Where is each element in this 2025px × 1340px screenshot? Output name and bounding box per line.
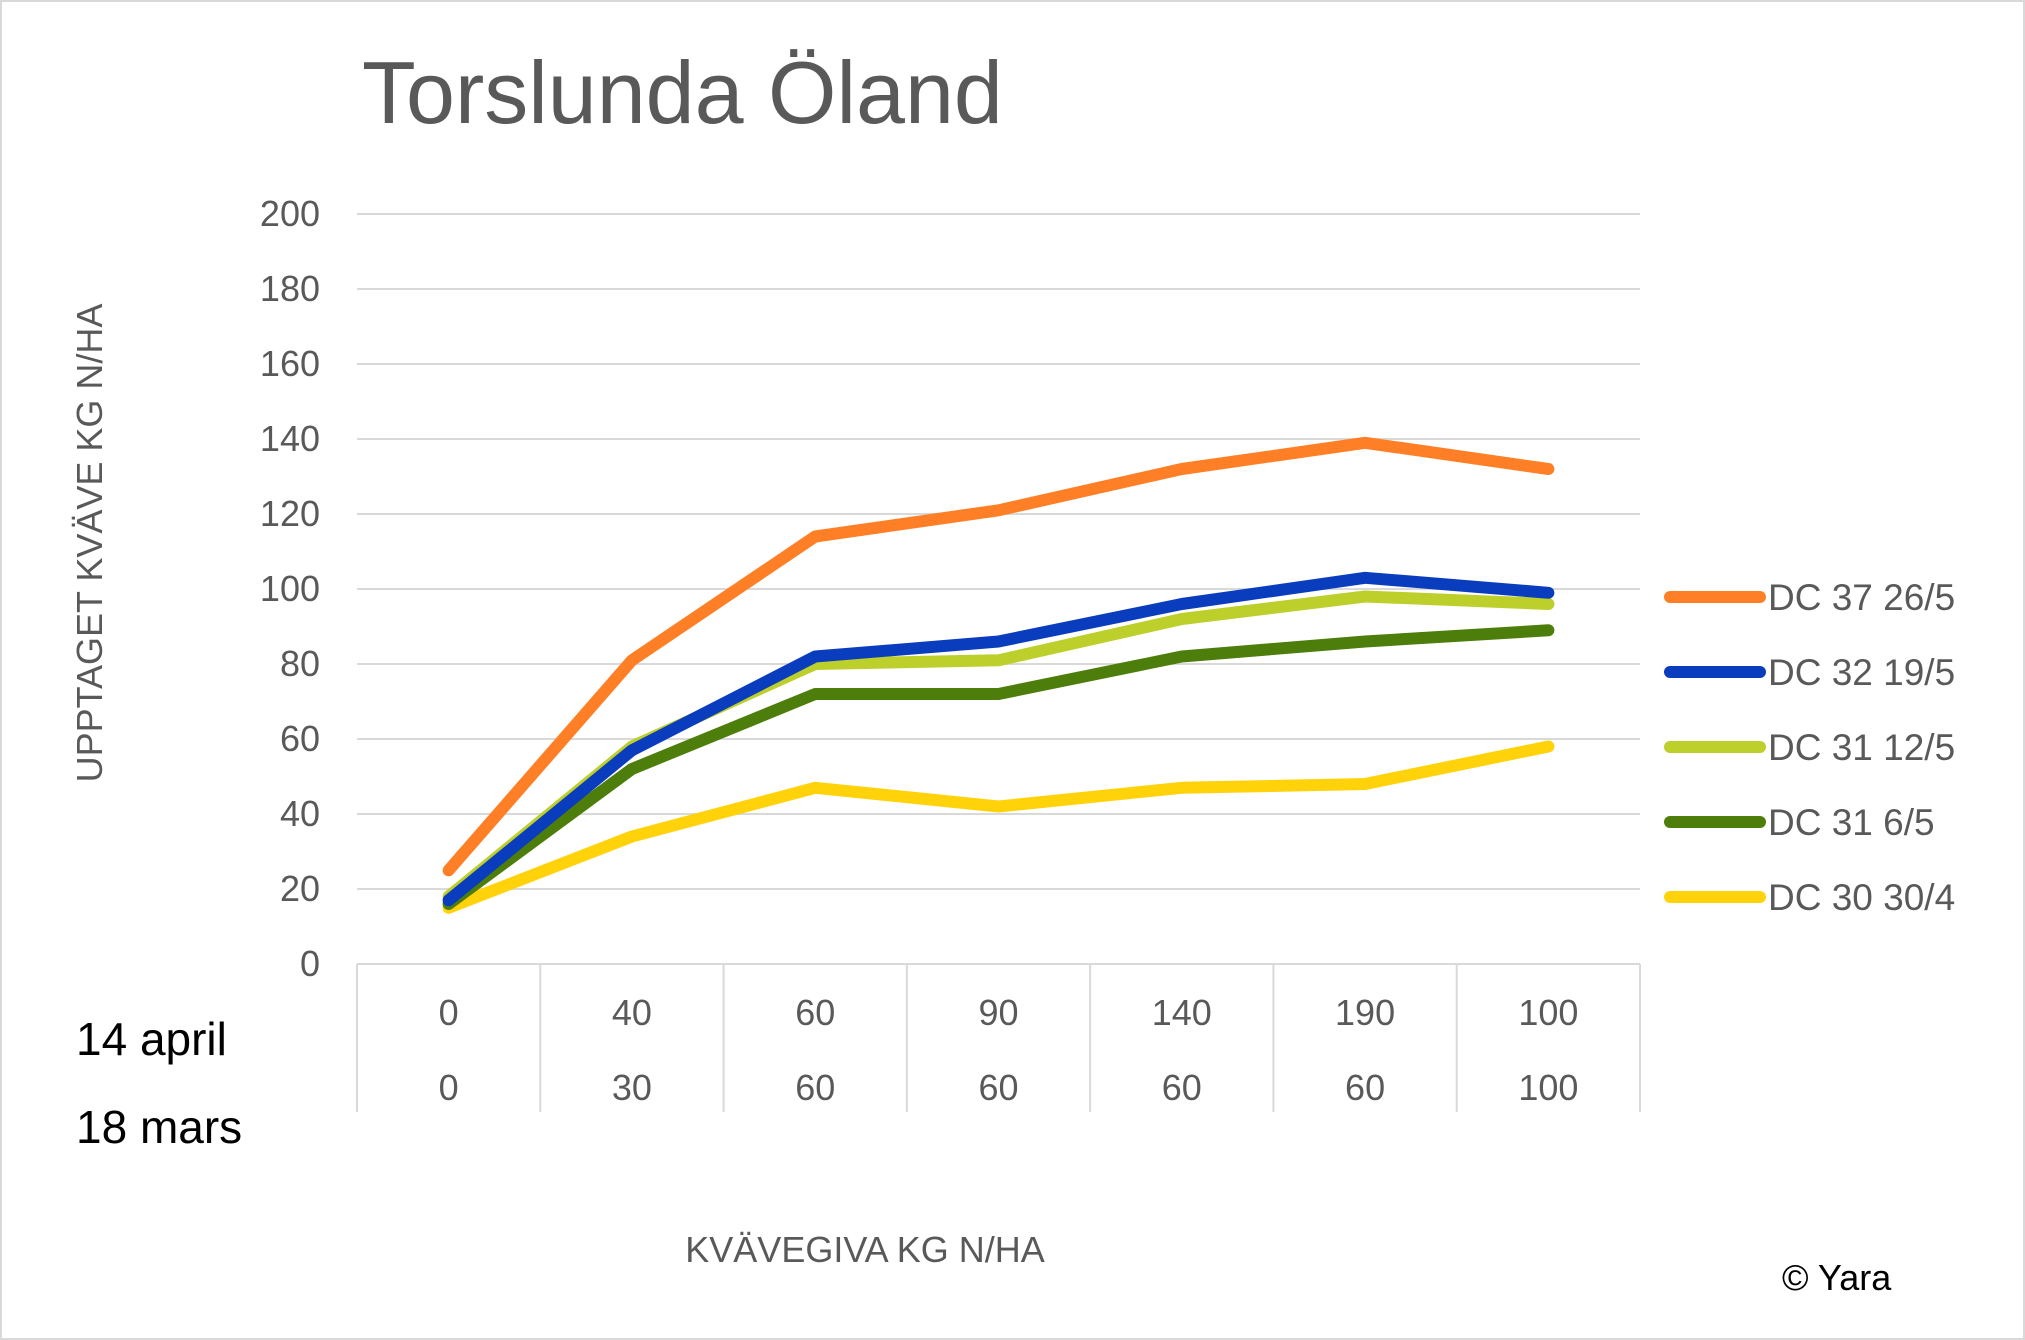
x-tick-label: 60 [978, 1067, 1018, 1108]
legend-label: DC 31 6/5 [1768, 802, 1935, 843]
legend-label: DC 37 26/5 [1768, 577, 1955, 618]
category-row-label: 14 april [76, 1013, 227, 1065]
y-axis-label: UPPTAGET KVÄVE KG N/HA [69, 304, 110, 783]
x-tick-label: 0 [439, 992, 459, 1033]
x-tick-label: 90 [978, 992, 1018, 1033]
y-tick-label: 20 [280, 868, 320, 909]
x-tick-label: 60 [795, 1067, 835, 1108]
x-axis-category-table: 0 40 60 90 140 190 100 0 30 60 60 60 60 100 [356, 964, 1641, 1112]
category-row-label: 18 mars [76, 1101, 242, 1153]
series-line-4 [442, 740, 1555, 914]
x-tick-label: 0 [439, 1067, 459, 1108]
y-axis-ticks: 0 20 40 60 80 100 120 140 160 180 200 [260, 193, 320, 984]
x-tick-label: 40 [612, 992, 652, 1033]
x-tick-label: 100 [1518, 992, 1578, 1033]
y-tick-label: 60 [280, 718, 320, 759]
y-tick-label: 80 [280, 643, 320, 684]
series-lines [442, 436, 1555, 914]
chart-title: Torslunda Öland [362, 43, 1003, 142]
x-tick-label: 60 [795, 992, 835, 1033]
y-tick-label: 100 [260, 568, 320, 609]
legend-label: DC 30 30/4 [1768, 877, 1955, 918]
series-line-1 [442, 571, 1555, 907]
y-tick-label: 120 [260, 493, 320, 534]
copyright-notice: © Yara [1782, 1257, 1892, 1298]
x-tick-label: 190 [1335, 992, 1395, 1033]
x-axis-label: KVÄVEGIVA KG N/HA [685, 1229, 1044, 1270]
legend-label: DC 32 19/5 [1768, 652, 1955, 693]
y-tick-label: 180 [260, 268, 320, 309]
y-tick-label: 0 [300, 943, 320, 984]
y-tick-label: 160 [260, 343, 320, 384]
y-tick-label: 40 [280, 793, 320, 834]
x-tick-label: 60 [1345, 1067, 1385, 1108]
y-tick-label: 200 [260, 193, 320, 234]
x-tick-label: 140 [1152, 992, 1212, 1033]
category-row-labels: 14 april 18 mars [76, 1013, 242, 1153]
legend: DC 37 26/5 DC 32 19/5 DC 31 12/5 DC 31 6/5 D… [1664, 577, 1955, 918]
series-line-3 [442, 624, 1555, 910]
x-tick-label: 60 [1162, 1067, 1202, 1108]
gridlines [357, 213, 1640, 965]
legend-label: DC 31 12/5 [1768, 727, 1955, 768]
x-tick-label: 30 [612, 1067, 652, 1108]
series-line-0 [442, 436, 1555, 877]
y-tick-label: 140 [260, 418, 320, 459]
x-tick-label: 100 [1518, 1067, 1578, 1108]
